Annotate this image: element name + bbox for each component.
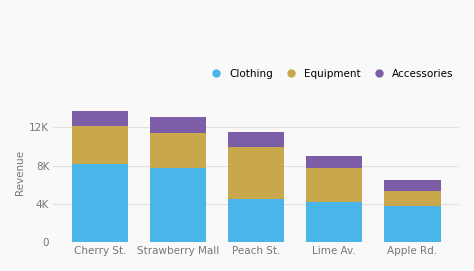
Bar bbox=[306, 202, 363, 242]
Bar bbox=[72, 125, 128, 164]
Bar bbox=[384, 180, 440, 191]
Bar bbox=[150, 133, 206, 169]
Legend: Clothing, Equipment, Accessories: Clothing, Equipment, Accessories bbox=[201, 65, 458, 83]
Bar bbox=[384, 191, 440, 206]
Bar bbox=[228, 147, 284, 199]
Bar bbox=[306, 156, 363, 169]
Bar bbox=[150, 117, 206, 133]
Bar bbox=[384, 206, 440, 242]
Bar bbox=[72, 111, 128, 125]
Bar bbox=[150, 169, 206, 242]
Bar bbox=[228, 199, 284, 242]
Bar bbox=[228, 132, 284, 147]
Bar bbox=[72, 164, 128, 242]
Y-axis label: Revenue: Revenue bbox=[15, 150, 25, 195]
Bar bbox=[306, 169, 363, 202]
